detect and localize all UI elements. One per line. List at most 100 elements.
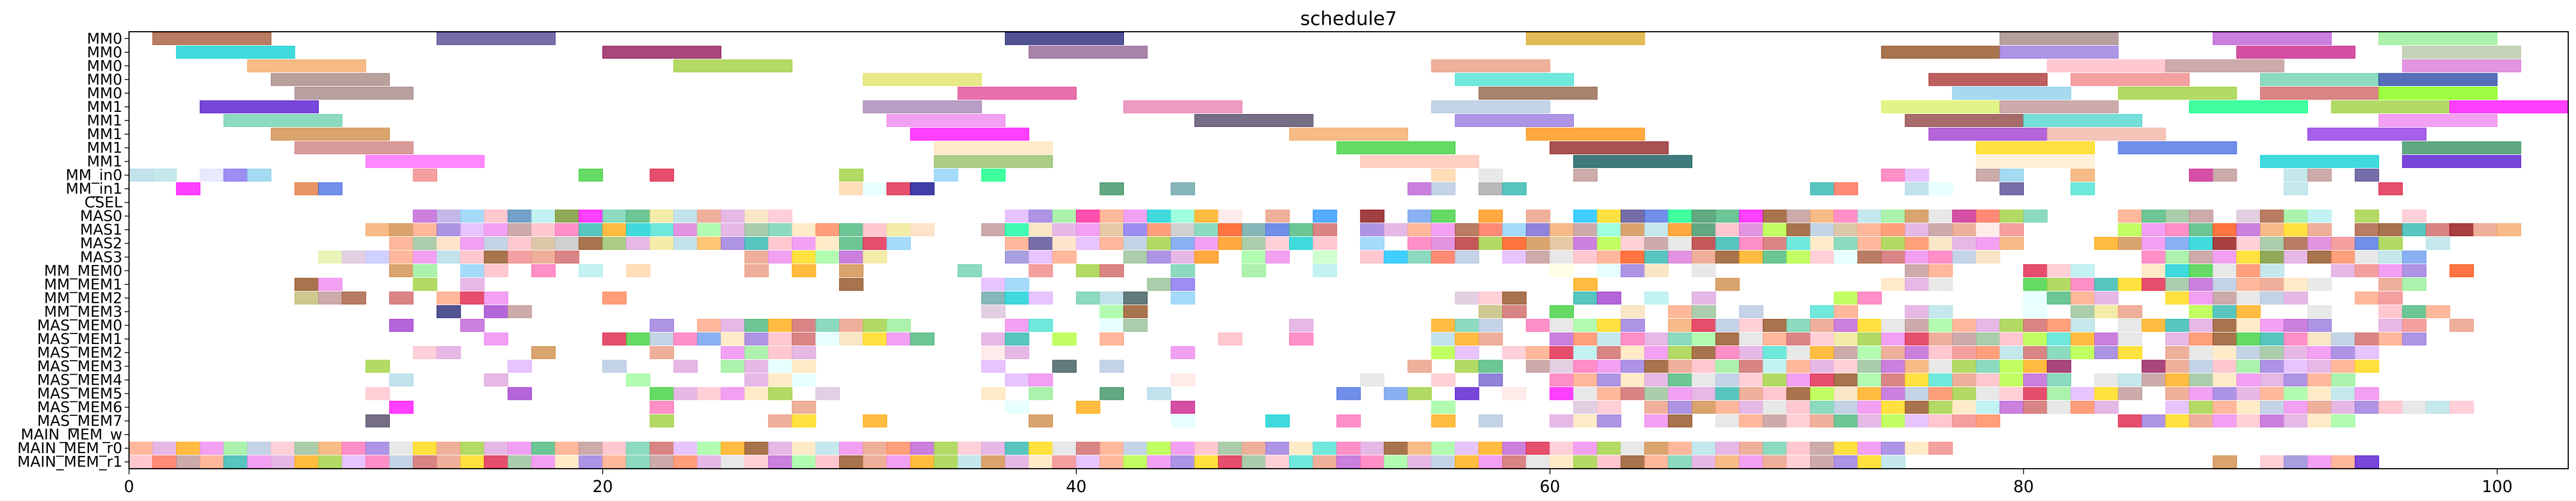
task-bar — [673, 59, 792, 72]
task-cell — [1644, 264, 1669, 277]
task-cell — [1573, 374, 1598, 387]
task-cell — [2189, 401, 2213, 414]
task-cell — [2070, 264, 2095, 277]
task-cell — [2165, 346, 2190, 360]
task-cell — [1431, 401, 1456, 414]
task-cell — [554, 209, 579, 223]
task-cell — [1028, 455, 1053, 469]
task-cell — [2142, 374, 2166, 387]
task-cell — [1549, 332, 1574, 346]
task-cell — [721, 360, 745, 373]
task-cell — [1739, 332, 1763, 346]
task-cell — [223, 441, 248, 455]
y-tick-label: MAS_MEM1 — [37, 331, 122, 348]
task-cell — [1739, 387, 1763, 400]
task-cell — [578, 441, 603, 455]
task-cell — [1762, 441, 1787, 455]
task-cell — [1360, 250, 1385, 264]
task-cell — [1975, 387, 2000, 400]
task-cell — [389, 250, 414, 264]
task-cell — [839, 264, 864, 277]
task-cell — [981, 332, 1006, 346]
task-cell — [2236, 360, 2261, 373]
task-cell — [1194, 455, 1219, 469]
task-cell — [437, 250, 461, 264]
task-cell — [1573, 250, 1598, 264]
task-cell — [791, 360, 816, 373]
task-cell — [1573, 169, 1598, 182]
task-cell — [2402, 278, 2427, 291]
y-tick-label: MAIN_MEM_r1 — [17, 454, 122, 471]
task-cell — [1194, 223, 1219, 237]
task-cell — [1810, 346, 1835, 360]
task-cell — [1928, 209, 1953, 223]
task-cell — [744, 264, 769, 277]
task-cell — [1218, 237, 1242, 250]
task-cell — [2449, 223, 2474, 237]
task-bar — [2236, 46, 2356, 59]
task-cell — [1123, 223, 1148, 237]
task-cell — [744, 360, 769, 373]
task-cell — [460, 264, 485, 277]
task-cell — [554, 441, 579, 455]
task-cell — [2212, 401, 2237, 414]
task-cell — [2236, 332, 2261, 346]
task-cell — [1762, 346, 1787, 360]
task-cell — [2047, 387, 2072, 400]
task-cell — [2260, 209, 2285, 223]
task-cell — [1952, 223, 1976, 237]
task-bar — [2189, 100, 2309, 114]
task-cell — [1762, 374, 1787, 387]
task-cell — [365, 250, 390, 264]
task-cell — [2212, 374, 2237, 387]
task-cell — [1857, 250, 1882, 264]
task-cell — [413, 264, 438, 277]
task-cell — [2212, 305, 2237, 318]
task-cell — [1786, 455, 1811, 469]
task-cell — [128, 455, 153, 469]
task-cell — [484, 374, 508, 387]
task-cell — [2212, 346, 2237, 360]
task-cell — [2189, 223, 2213, 237]
task-bar — [2307, 127, 2427, 141]
task-bar — [294, 141, 414, 155]
task-cell — [2212, 360, 2237, 373]
task-cell — [602, 441, 627, 455]
task-cell — [1621, 374, 1645, 387]
task-cell — [839, 332, 864, 346]
task-cell — [1099, 291, 1124, 304]
task-cell — [2165, 332, 2190, 346]
task-cell — [318, 250, 343, 264]
task-cell — [2426, 305, 2450, 318]
task-cell — [981, 360, 1006, 373]
task-cell — [2165, 401, 2190, 414]
task-cell — [2047, 318, 2072, 332]
task-cell — [2283, 278, 2309, 291]
task-cell — [863, 455, 888, 469]
task-cell — [1147, 237, 1172, 250]
task-cell — [1905, 209, 1929, 223]
task-bar — [1999, 100, 2119, 114]
task-cell — [1810, 237, 1835, 250]
task-cell — [744, 250, 769, 264]
task-cell — [1952, 401, 1976, 414]
task-cell — [1123, 209, 1148, 223]
task-cell — [1147, 250, 1172, 264]
task-cell — [2378, 401, 2403, 414]
task-cell — [1312, 441, 1337, 455]
task-cell — [2165, 318, 2190, 332]
task-cell — [1621, 250, 1645, 264]
y-axis-labels: MM0MM0MM0MM0MM0MM1MM1MM1MM1MM1MM_in0MM_i… — [17, 30, 129, 471]
task-cell — [1597, 237, 1622, 250]
task-cell — [650, 169, 674, 182]
task-cell — [200, 441, 224, 455]
task-cell — [910, 223, 935, 237]
task-cell — [1905, 360, 1929, 373]
task-cell — [1597, 401, 1622, 414]
task-cell — [460, 209, 485, 223]
task-bar — [1525, 32, 1645, 45]
task-cell — [484, 332, 508, 346]
task-cell — [1905, 169, 1929, 182]
task-bar — [1028, 46, 1148, 59]
task-cell — [2023, 209, 2048, 223]
